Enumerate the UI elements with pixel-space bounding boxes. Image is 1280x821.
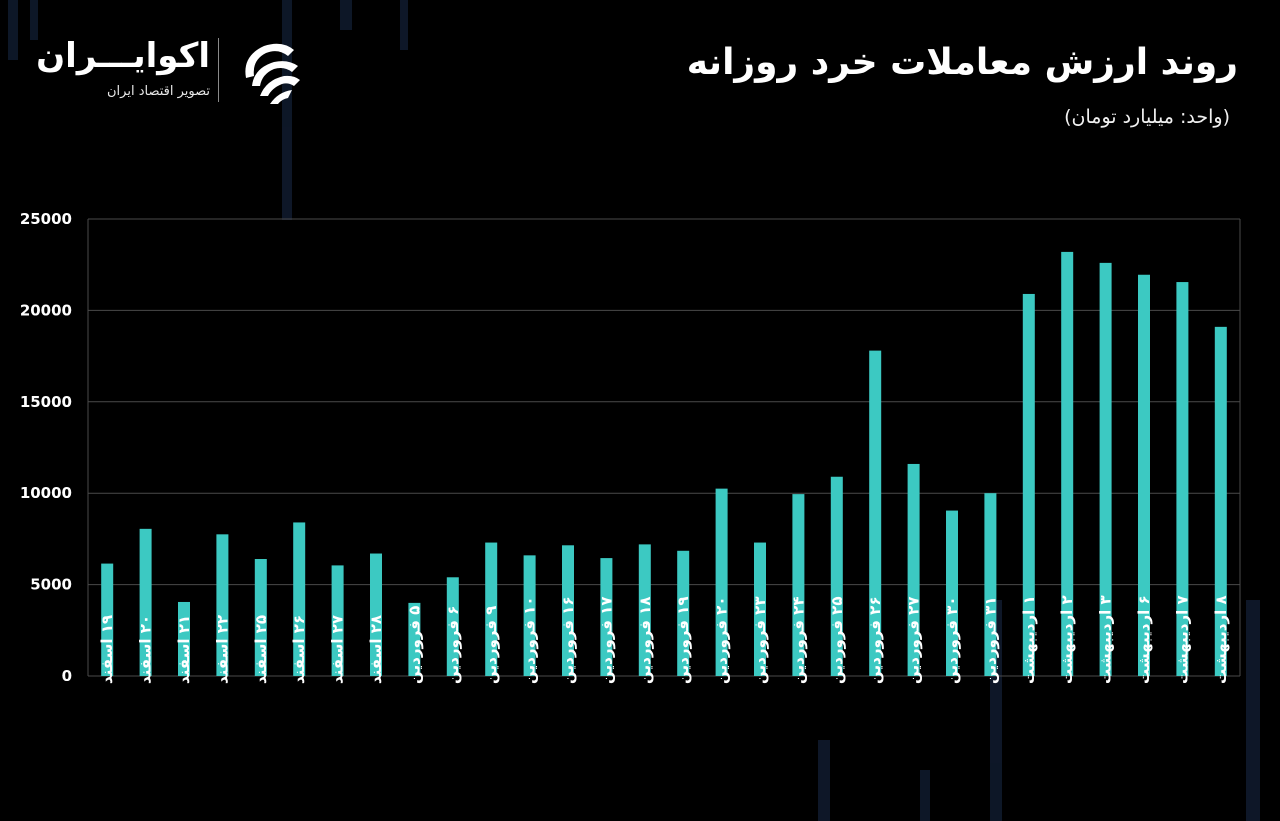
- y-tick-label: 25000: [20, 210, 72, 228]
- bar: [1138, 274, 1150, 676]
- bar: [677, 550, 690, 676]
- x-axis-ticks: ۱۹ اسفند ۲۰ اسفند ۲۱ اسفند ۲۲ اسفند ۲۵ اسفند…: [98, 595, 1230, 684]
- bar: [408, 602, 421, 676]
- ecoiran-logo-icon: [245, 43, 300, 104]
- y-tick-label: 5000: [30, 576, 72, 594]
- x-tick-label: ۲۰ اسفند: [137, 615, 155, 684]
- x-tick-label: ۳۱ فروردین: [981, 597, 999, 684]
- bar: [331, 565, 344, 676]
- x-tick-label: ۲۴ فروردین: [789, 597, 807, 684]
- bar: [1214, 326, 1227, 676]
- y-tick-label: 20000: [20, 301, 72, 319]
- bar: [370, 553, 382, 676]
- x-tick-label: ۲۱ اسفند: [175, 615, 193, 684]
- bar: [869, 350, 882, 676]
- x-tick-label: ۲۲ اسفند: [213, 615, 231, 684]
- brand-name: اکوایـــران: [36, 36, 210, 76]
- x-tick-label: ۲۷ اسفند: [329, 615, 347, 684]
- chart-unit-subtitle: (واحد: میلیارد تومان): [1064, 106, 1230, 128]
- bar: [216, 534, 229, 676]
- bar: [1099, 262, 1112, 676]
- bar: [523, 555, 536, 676]
- bar: [178, 601, 190, 676]
- y-axis-ticks: 0 5000 10000 15000 20000 25000: [20, 210, 72, 685]
- x-tick-label: ۱۸ فروردین: [636, 597, 654, 684]
- bar: [754, 542, 766, 676]
- x-tick-label: ۳ اردیبهشت: [1097, 595, 1115, 684]
- bar: [139, 528, 152, 676]
- x-tick-label: ۶ فروردین: [444, 606, 462, 684]
- bar: [946, 510, 958, 676]
- bar: [1022, 293, 1035, 676]
- bar: [638, 544, 651, 676]
- grid-lines: [87, 218, 1241, 677]
- bar: [715, 488, 728, 676]
- bar: [600, 558, 613, 676]
- x-tick-label: ۲۵ فروردین: [828, 597, 846, 684]
- chart-title: روند ارزش معاملات خرد روزانه: [686, 42, 1238, 83]
- x-tick-label: ۲۶ فروردین: [866, 597, 884, 684]
- x-tick-label: ۱۷ فروردین: [597, 597, 615, 684]
- x-tick-label: ۱ اردیبهشت: [1020, 595, 1038, 684]
- bar: [907, 463, 920, 676]
- bar: [984, 493, 997, 676]
- bar: [830, 476, 843, 676]
- x-tick-label: ۳۰ فروردین: [943, 597, 961, 684]
- x-tick-label: ۲۰ فروردین: [713, 597, 731, 684]
- y-tick-label: 10000: [20, 484, 72, 502]
- x-tick-label: ۱۹ اسفند: [98, 615, 116, 684]
- y-tick-label: 15000: [20, 393, 72, 411]
- brand-block: اکوایـــران تصویر اقتصاد ایران: [36, 34, 312, 106]
- x-tick-label: ۶ اردیبهشت: [1135, 595, 1153, 684]
- x-tick-label: ۱۶ فروردین: [559, 597, 577, 684]
- x-tick-label: ۵ فروردین: [405, 606, 423, 684]
- x-tick-label: ۲۷ فروردین: [905, 597, 923, 684]
- brand-divider: [218, 38, 219, 102]
- bar: [1176, 282, 1189, 676]
- bar: [792, 494, 805, 676]
- x-tick-label: ۲۵ اسفند: [252, 615, 270, 684]
- x-tick-label: ۲۶ اسفند: [290, 615, 308, 684]
- bar: [446, 577, 459, 676]
- bar: [101, 563, 114, 676]
- brand-tagline: تصویر اقتصاد ایران: [107, 84, 210, 99]
- bar: [254, 559, 267, 676]
- x-tick-label: ۸ اردیبهشت: [1212, 595, 1230, 684]
- bar: [1061, 251, 1074, 677]
- bar: [485, 542, 498, 676]
- x-tick-label: ۲ اردیبهشت: [1058, 595, 1076, 684]
- bar: [293, 522, 306, 676]
- y-tick-label: 0: [62, 667, 72, 685]
- bars: [101, 251, 1227, 677]
- bar: [562, 545, 574, 676]
- x-tick-label: ۱۰ فروردین: [521, 597, 539, 684]
- x-tick-label: ۱۹ فروردین: [674, 597, 692, 684]
- x-tick-label: ۷ اردیبهشت: [1173, 595, 1191, 684]
- x-tick-label: ۹ فروردین: [482, 606, 500, 684]
- x-tick-label: ۲۳ فروردین: [751, 597, 769, 684]
- x-tick-label: ۲۸ اسفند: [367, 615, 385, 684]
